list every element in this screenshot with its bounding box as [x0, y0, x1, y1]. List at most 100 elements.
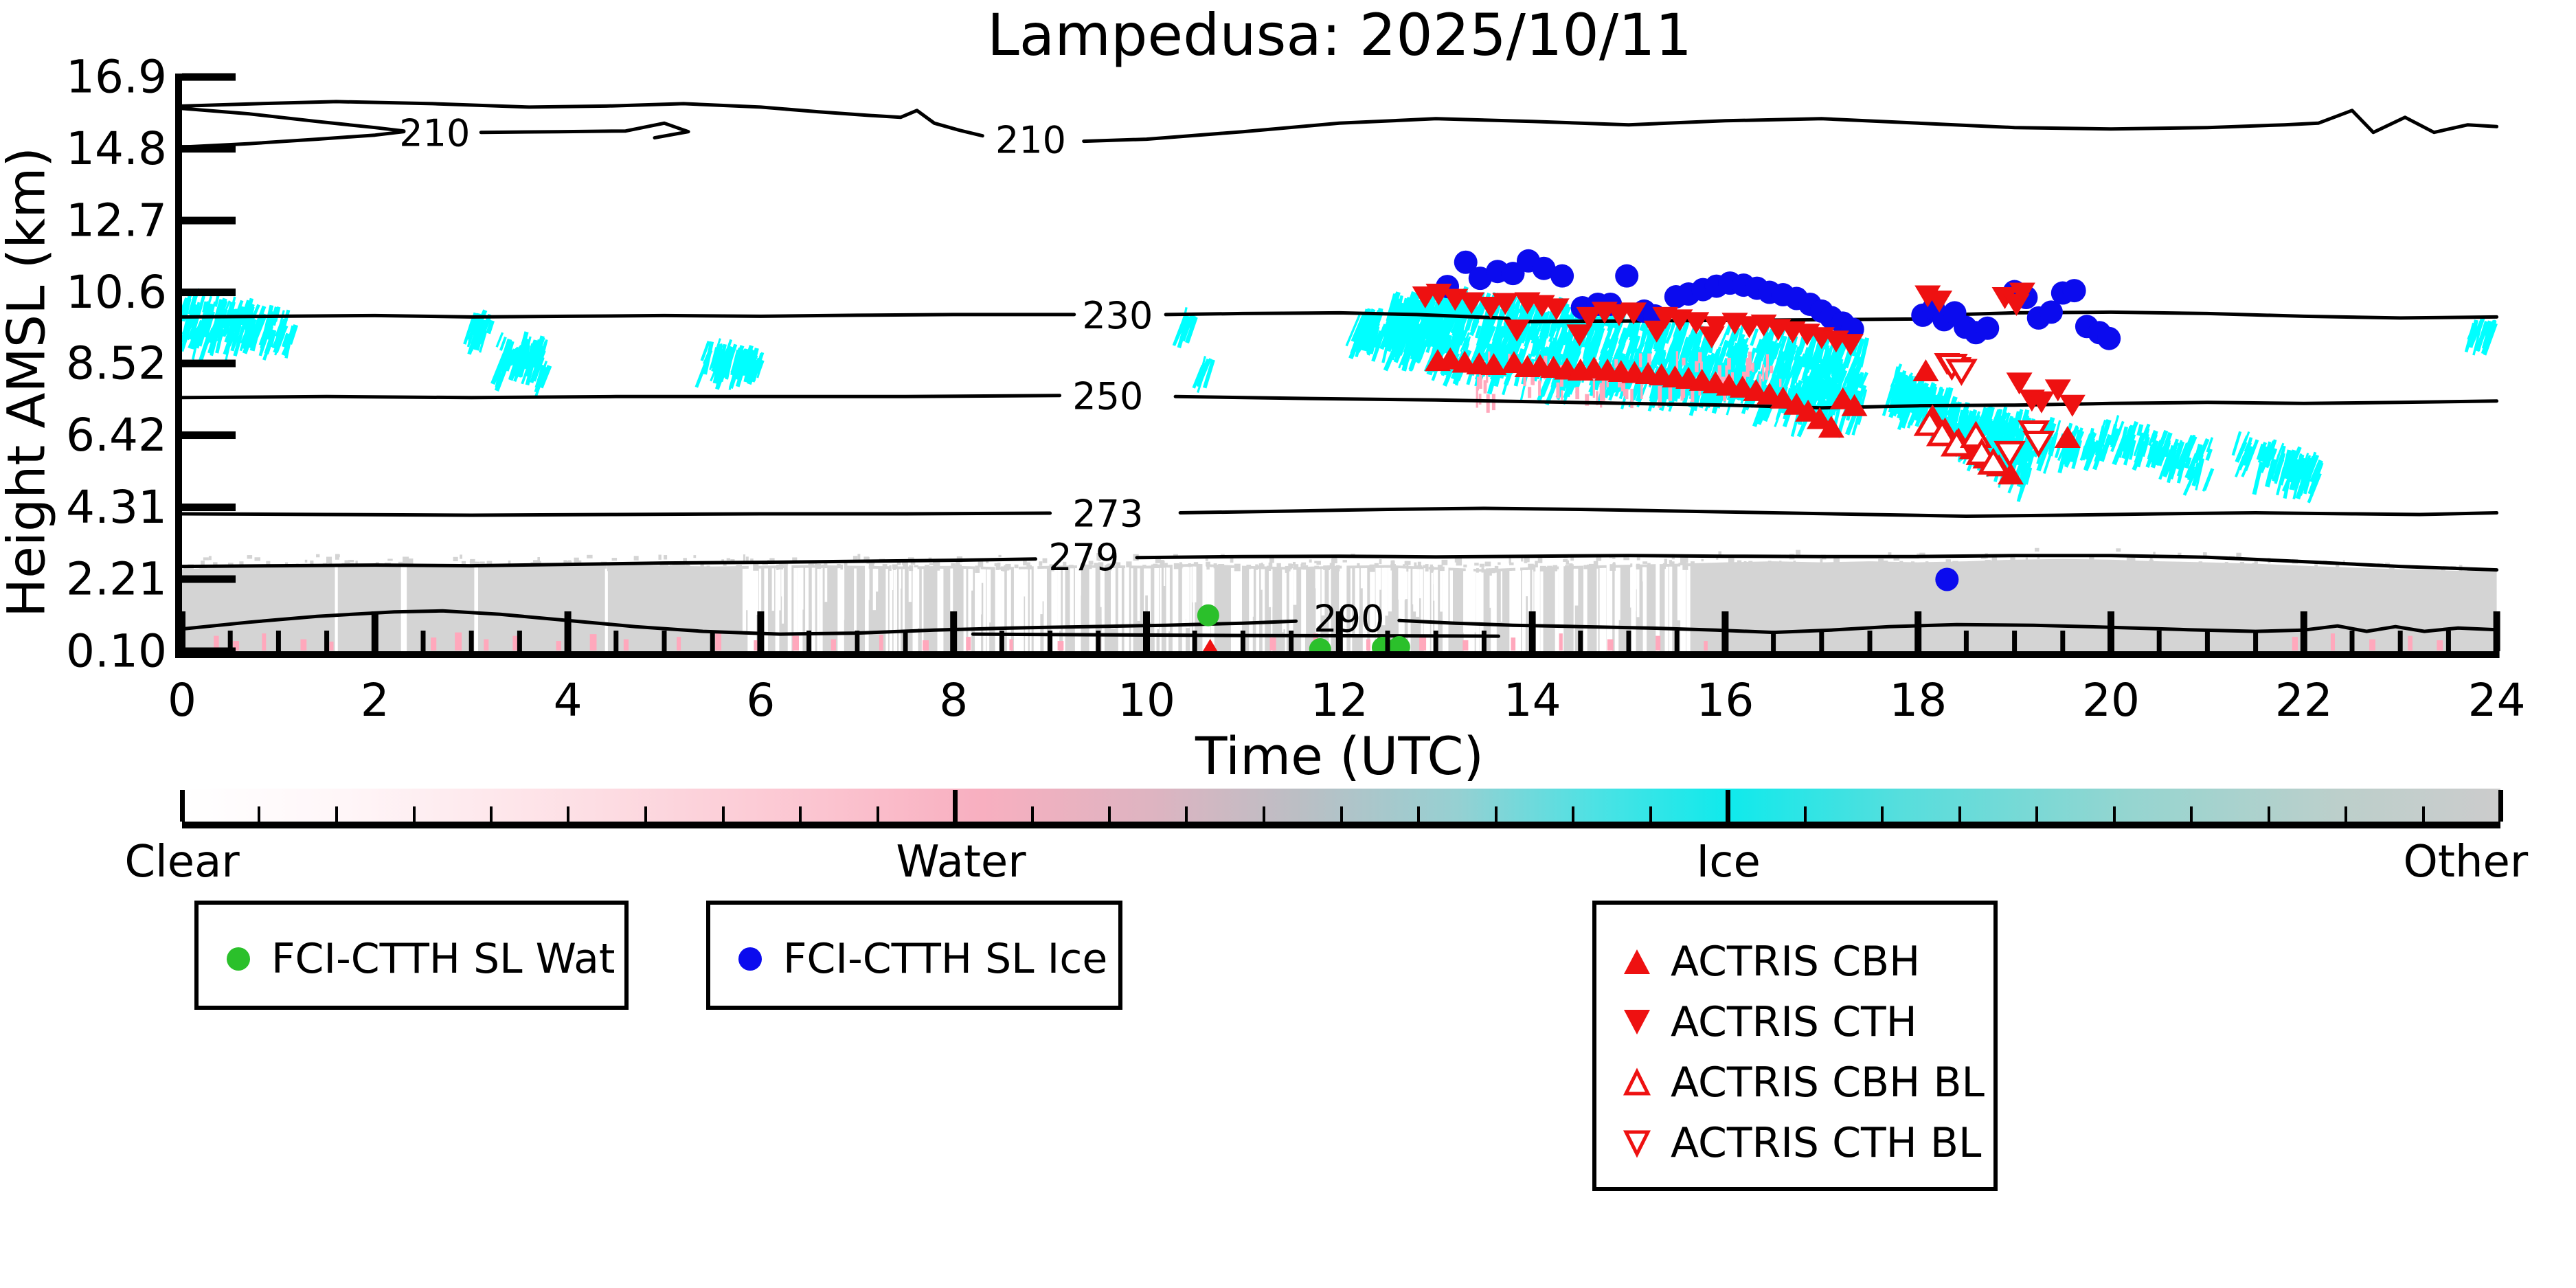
colorbar-tick	[1108, 806, 1111, 822]
colorbar-tick	[335, 806, 338, 822]
x-tick-label: 12	[1311, 674, 1368, 727]
colorbar-tick	[1340, 806, 1343, 822]
colorbar-tick	[2267, 806, 2270, 822]
page-title: Lampedusa: 2025/10/11	[986, 1, 1693, 69]
x-tick-label: 22	[2275, 674, 2333, 727]
colorbar-label-water: Water	[896, 837, 1026, 888]
cth-triangle-icon	[1624, 1010, 1650, 1035]
lidar-ice-clusters	[182, 286, 2498, 504]
cbh-triangle-icon	[1624, 949, 1650, 974]
cth-bl-triangle-icon	[1623, 1130, 1651, 1158]
contour-line-250	[1173, 394, 2498, 410]
colorbar-tick	[1185, 806, 1188, 822]
x-axis-label: Time (UTC)	[1195, 725, 1484, 787]
colorbar-tick	[1803, 806, 1807, 822]
colorbar-tick	[721, 806, 725, 822]
colorbar-tick	[1494, 806, 1498, 822]
x-tick-label: 10	[1118, 674, 1175, 727]
y-tick-label: 16.9	[66, 51, 167, 104]
x-tick-label: 16	[1696, 674, 1754, 727]
legend-label: ACTRIS CTH BL	[1671, 1119, 1982, 1167]
x-tick-label: 14	[1504, 674, 1561, 727]
x-tick-label: 0	[168, 674, 196, 727]
y-tick-label: 12.7	[66, 194, 167, 247]
legend-label: ACTRIS CBH BL	[1671, 1059, 1985, 1107]
legend-label: ACTRIS CBH	[1671, 938, 1921, 986]
y-tick-label: 6.42	[66, 409, 167, 462]
contour-line-210	[182, 106, 406, 133]
colorbar-tick	[798, 806, 802, 822]
legend-actris: ACTRIS CBH ACTRIS CTH ACTRIS CBH BL ACTR…	[1592, 901, 1998, 1191]
contour-line-210	[182, 100, 984, 138]
contour-label-273: 273	[1072, 492, 1143, 535]
bottom-spine	[175, 651, 2500, 658]
colorbar-tick	[180, 790, 185, 822]
cbh-bl-triangle-icon	[1623, 1067, 1651, 1096]
contour-line-279	[182, 557, 1037, 569]
contour-line-210	[182, 130, 406, 149]
contour-line-273	[182, 511, 1052, 517]
colorbar-tick	[567, 806, 570, 822]
legend-label: FCI-CTTH SL Ice	[783, 935, 1108, 983]
x-tick-label: 8	[939, 674, 968, 727]
colorbar-tick	[2189, 806, 2193, 822]
colorbar-tick	[412, 806, 416, 822]
contour-line-250	[182, 394, 1062, 400]
colorbar-tick	[2035, 806, 2038, 822]
y-tick-label: 14.8	[66, 122, 167, 175]
contour-label-250: 250	[1072, 374, 1143, 418]
legend-label: FCI-CTTH SL Wat	[271, 935, 615, 983]
colorbar-tick	[952, 790, 958, 822]
contour-line-273	[1178, 506, 2498, 518]
x-tick-label: 18	[1889, 674, 1947, 727]
colorbar-label-ice: Ice	[1696, 837, 1761, 888]
colorbar-tick	[876, 806, 879, 822]
colorbar-tick	[1263, 806, 1265, 822]
contour-label-210: 210	[399, 112, 470, 155]
colorbar-label-clear: Clear	[124, 837, 240, 888]
legend-fci-wat: FCI-CTTH SL Wat	[194, 901, 629, 1010]
legend-fci-ice: FCI-CTTH SL Ice	[706, 901, 1122, 1010]
colorbar-tick	[2421, 806, 2425, 822]
colorbar-tick	[1416, 806, 1420, 822]
y-tick-label: 0.10	[66, 625, 167, 678]
colorbar-tick	[644, 806, 647, 822]
contour-line-210	[1082, 109, 2498, 144]
x-tick-label: 20	[2082, 674, 2140, 727]
contour-line-210	[479, 121, 690, 140]
colorbar-tick	[1725, 790, 1730, 822]
contour-line-290	[1397, 618, 2498, 635]
colorbar-tick	[1572, 806, 1574, 822]
colorbar-tick	[1958, 806, 1961, 822]
y-tick-label: 4.31	[66, 481, 167, 534]
colorbar-tick	[1649, 806, 1652, 822]
colorbar-tick	[2498, 790, 2503, 822]
y-tick-label: 8.52	[66, 337, 167, 390]
contour-label-279: 279	[1048, 536, 1119, 579]
series-actris-cth	[1412, 282, 2086, 417]
colorbar-axis	[182, 822, 2500, 828]
colorbar-tick	[2345, 806, 2347, 822]
colorbar-tick	[258, 806, 261, 822]
y-tick-label: 10.6	[66, 266, 167, 319]
colorbar-tick	[1030, 806, 1034, 822]
colorbar	[180, 789, 2503, 828]
series-actris-cth-bl	[1935, 354, 2055, 468]
colorbar-label-other: Other	[2403, 837, 2529, 888]
ice-dot-icon	[738, 947, 762, 971]
contour-label-290: 290	[1313, 598, 1384, 641]
axes-frame: 0 2 4 6 8 10 12 14 16 18 20 22 240.102.214.316.428.5…	[66, 51, 2526, 727]
water-dot-icon	[227, 947, 250, 971]
x-tick-label: 2	[361, 674, 389, 727]
contour-label-230: 230	[1082, 294, 1153, 337]
left-spine	[175, 74, 182, 658]
legend-label: ACTRIS CTH	[1671, 998, 1917, 1046]
contour-label-210: 210	[995, 119, 1066, 162]
contour-line-290	[182, 609, 1298, 636]
x-tick-label: 4	[554, 674, 583, 727]
colorbar-tick	[2112, 806, 2116, 822]
